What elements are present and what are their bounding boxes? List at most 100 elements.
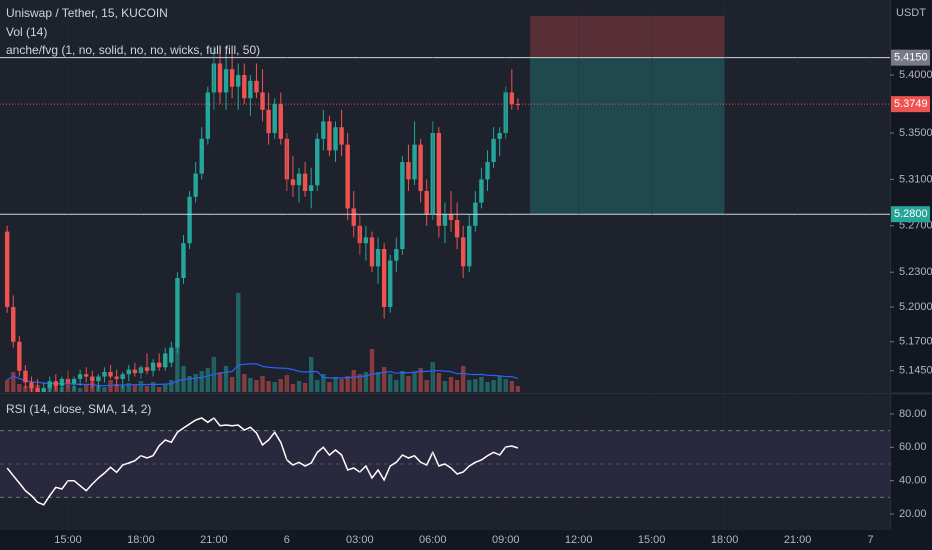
volume-bar xyxy=(23,386,28,392)
candle-body xyxy=(163,353,168,368)
candle-body xyxy=(193,173,198,197)
candle-body xyxy=(497,133,502,139)
rsi-plot xyxy=(0,416,890,506)
candle-body xyxy=(454,220,460,238)
volume-bar xyxy=(84,384,89,392)
volume-bar xyxy=(266,381,271,392)
candle-body xyxy=(156,362,162,368)
volume-bar xyxy=(302,383,308,392)
candle-body xyxy=(418,144,423,192)
candle-body xyxy=(442,214,448,226)
volume-bar xyxy=(260,376,265,392)
volume-bar xyxy=(454,380,460,392)
x-tick-label: 15:00 xyxy=(54,534,82,546)
y-tick-label: 5.2700 xyxy=(899,220,932,232)
x-tick-label: 6 xyxy=(284,534,290,546)
volume-bar xyxy=(187,376,192,392)
candle-body xyxy=(108,371,113,377)
candle-body xyxy=(448,214,454,221)
volume-bar xyxy=(430,362,435,392)
volume-bar xyxy=(424,380,429,392)
volume-bar xyxy=(272,382,277,392)
volume-bar xyxy=(169,380,174,392)
level-tag xyxy=(891,206,930,223)
candle-body xyxy=(260,92,265,110)
candle-body xyxy=(120,374,125,379)
candle-body xyxy=(53,381,59,386)
last-price-tag xyxy=(891,96,930,113)
candle-body xyxy=(114,376,119,379)
candle-body xyxy=(491,138,496,163)
candle-body xyxy=(199,138,204,174)
volume-bar xyxy=(442,381,448,392)
volume-bar xyxy=(120,386,125,392)
volume-bar xyxy=(491,380,496,392)
candle-body xyxy=(339,127,344,145)
volume-bar xyxy=(205,368,211,392)
volume-bar xyxy=(381,367,387,392)
x-tick-label: 18:00 xyxy=(711,534,739,546)
level-label: 5.2800 xyxy=(894,208,928,220)
volume-bar xyxy=(418,368,423,392)
candle-body xyxy=(375,249,381,267)
candle-body xyxy=(503,92,508,134)
volume-bar xyxy=(248,378,253,392)
candle-body xyxy=(315,138,320,186)
volume-bar xyxy=(242,374,247,392)
candle-body xyxy=(223,69,229,93)
volume-bar xyxy=(460,366,466,392)
volume-bar xyxy=(11,372,16,392)
price-pane xyxy=(0,0,890,392)
candle-body xyxy=(333,127,338,151)
volume-bar xyxy=(375,372,381,392)
volume-bar xyxy=(290,384,296,392)
candle-body xyxy=(345,144,350,209)
rsi-legend: RSI (14, close, SMA, 14, 2) xyxy=(6,402,151,416)
volume-bar xyxy=(345,376,350,392)
price-plot xyxy=(0,15,890,392)
candle-body xyxy=(479,179,484,203)
candle-body xyxy=(321,121,326,139)
candle-body xyxy=(217,63,223,93)
x-tick-label: 15:00 xyxy=(638,534,666,546)
candle-body xyxy=(412,144,417,180)
candle-body xyxy=(47,381,52,389)
candle-body xyxy=(242,75,247,99)
volume-bar xyxy=(369,349,375,392)
volume-bar xyxy=(77,388,83,392)
candle-body xyxy=(236,75,241,87)
candle-body xyxy=(357,225,363,244)
volume-bar xyxy=(357,374,363,392)
volume-bar xyxy=(394,380,399,392)
volume-bar xyxy=(509,381,515,392)
candle-body xyxy=(29,382,34,389)
volume-bar xyxy=(351,370,356,392)
volume-bar xyxy=(193,374,198,392)
y-tick-label: 5.3500 xyxy=(899,127,932,139)
volume-bar xyxy=(223,366,229,392)
currency-label: USDT xyxy=(896,7,926,19)
y-tick-label: 5.2000 xyxy=(899,301,932,313)
candle-body xyxy=(400,162,405,250)
volume-bar xyxy=(65,385,71,392)
volume-legend: Vol (14) xyxy=(6,25,47,39)
volume-bar xyxy=(17,384,22,392)
candle-body xyxy=(11,306,16,342)
target-zone xyxy=(530,57,725,215)
candle-body xyxy=(290,179,296,186)
volume-bar xyxy=(114,384,119,392)
candle-body xyxy=(485,162,490,180)
x-tick-label: 03:00 xyxy=(346,534,374,546)
volume-bar xyxy=(108,380,113,392)
volume-bar xyxy=(515,386,521,392)
volume-bar xyxy=(236,293,241,392)
volume-bar xyxy=(315,380,320,392)
volume-bar xyxy=(333,377,338,392)
candle-body xyxy=(181,243,186,278)
candle-body xyxy=(460,237,466,267)
rsi-tick-label: 40.00 xyxy=(899,475,927,487)
volume-bar xyxy=(199,371,204,392)
y-tick-label: 5.4000 xyxy=(899,69,932,81)
volume-bar xyxy=(126,383,131,392)
